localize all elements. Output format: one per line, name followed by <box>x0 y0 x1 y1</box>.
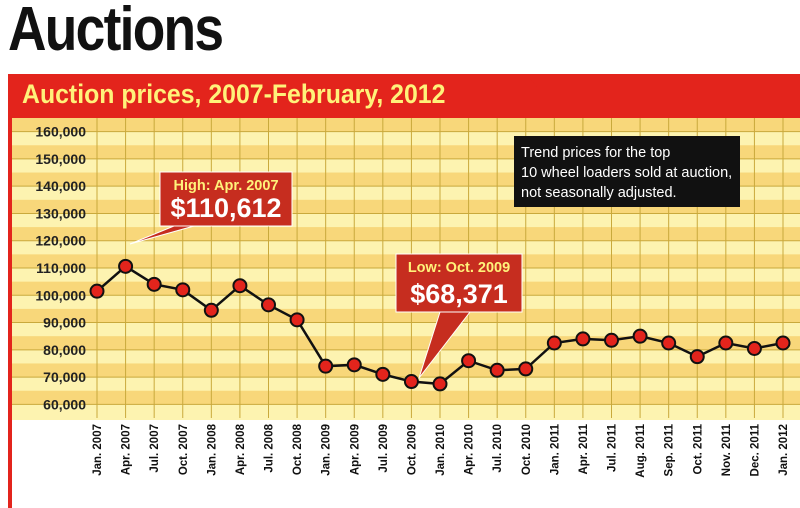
data-point <box>318 358 334 374</box>
x-tick-label: Jul. 2010 <box>492 424 504 473</box>
data-point <box>546 335 562 351</box>
grid-lines <box>12 118 800 418</box>
title-banner <box>10 76 538 118</box>
y-tick-label: 110,000 <box>36 260 86 276</box>
x-tick-label: Jan. 2007 <box>92 424 104 476</box>
callout-label: High: Apr. 2007 <box>173 178 278 194</box>
data-point <box>203 302 219 318</box>
data-point <box>146 276 162 292</box>
x-tick-label: Jan. 2009 <box>321 424 333 476</box>
callouts: High: Apr. 2007$110,612 Low: Oct. 2009 $68… <box>129 171 523 379</box>
y-tick-label: 90,000 <box>43 315 86 331</box>
grid-band <box>12 390 800 405</box>
x-tick-label: Jan. 2012 <box>778 424 790 476</box>
x-tick-label: Jul. 2007 <box>149 424 161 473</box>
data-point <box>289 312 305 328</box>
x-tick-label: Jan. 2008 <box>206 423 218 475</box>
data-point <box>375 366 391 382</box>
note-background <box>514 136 740 207</box>
callout-label: Low: Oct. 2009 <box>408 260 510 276</box>
y-tick-label: 80,000 <box>43 342 86 358</box>
x-tick-label: Apr. 2009 <box>349 424 361 475</box>
y-tick-label: 100,000 <box>35 287 86 303</box>
x-tick-label: Oct. 2009 <box>406 424 418 475</box>
data-point <box>175 282 191 298</box>
x-tick-label: Dec. 2011 <box>749 423 761 476</box>
note-text-line: Trend prices for the top <box>521 145 670 161</box>
y-tick-label: 60,000 <box>43 396 86 412</box>
x-tick-label: Apr. 2008 <box>235 423 247 475</box>
data-point <box>689 349 705 365</box>
x-axis-strip <box>12 420 800 508</box>
x-tick-label: Apr. 2010 <box>464 424 476 475</box>
grid-band <box>12 336 800 350</box>
grid-band <box>12 118 800 132</box>
x-tick-label: Jan. 2011 <box>549 423 561 475</box>
data-point <box>232 278 248 294</box>
data-point <box>661 335 677 351</box>
chart-title: Auction prices, 2007-February, 2012 <box>22 79 446 109</box>
data-point <box>403 374 419 390</box>
y-tick-label: 140,000 <box>35 178 86 194</box>
grid-band <box>12 363 800 378</box>
series-markers <box>89 258 791 392</box>
data-point <box>346 357 362 373</box>
x-tick-label: Jul. 2008 <box>264 423 276 472</box>
data-point <box>604 332 619 348</box>
x-tick-label: Jul. 2009 <box>378 424 390 473</box>
x-tick-label: Apr. 2011 <box>578 423 590 474</box>
callout-value: $68,371 <box>410 279 508 309</box>
data-point <box>89 283 105 299</box>
data-point <box>518 361 534 377</box>
callout-box <box>159 171 293 227</box>
x-tick-label: Sep. 2011 <box>664 423 676 476</box>
grid-band <box>12 227 800 241</box>
data-point <box>489 362 505 378</box>
x-tick-label: Aug. 2011 <box>635 423 647 477</box>
y-tick-label: 130,000 <box>35 205 86 221</box>
y-tick-label: 150,000 <box>35 151 86 167</box>
x-tick-label: Oct. 2007 <box>178 424 190 475</box>
data-point <box>118 258 134 274</box>
x-tick-label: Oct. 2010 <box>521 424 533 475</box>
page-headline: Auctions <box>8 0 224 64</box>
y-axis-ticks: 60,000 70,000 80,000 90,000 100,000 110,000 12… <box>35 124 86 413</box>
x-tick-label: Jan. 2010 <box>435 424 447 476</box>
callout-value: $110,612 <box>170 193 281 223</box>
note-text-line: 10 wheel loaders sold at auction, <box>521 165 732 181</box>
x-tick-label: Oct. 2008 <box>292 423 304 475</box>
data-point <box>261 297 276 313</box>
x-tick-label: Jul. 2011 <box>607 423 619 472</box>
note-box: Trend prices for the top 10 wheel loaders… <box>514 136 740 207</box>
y-tick-label: 70,000 <box>43 369 86 385</box>
data-point <box>746 340 762 356</box>
data-point <box>432 376 448 392</box>
x-tick-label: Nov. 2011 <box>721 423 733 476</box>
x-tick-label: Oct. 2011 <box>692 423 704 474</box>
y-tick-label: 120,000 <box>35 233 86 249</box>
data-point <box>461 353 477 369</box>
data-point <box>718 335 734 351</box>
callout-box <box>395 253 523 313</box>
data-point <box>575 331 591 347</box>
data-point <box>632 328 648 344</box>
note-text-line: not seasonally adjusted. <box>521 185 677 201</box>
x-axis-ticks: Jan. 2007 Apr. 2007 Jul. 2007 Oct. 2007 Jan.… <box>92 423 790 477</box>
x-tick-label: Apr. 2007 <box>121 424 133 475</box>
y-tick-label: 160,000 <box>35 124 86 140</box>
data-point <box>775 335 791 351</box>
